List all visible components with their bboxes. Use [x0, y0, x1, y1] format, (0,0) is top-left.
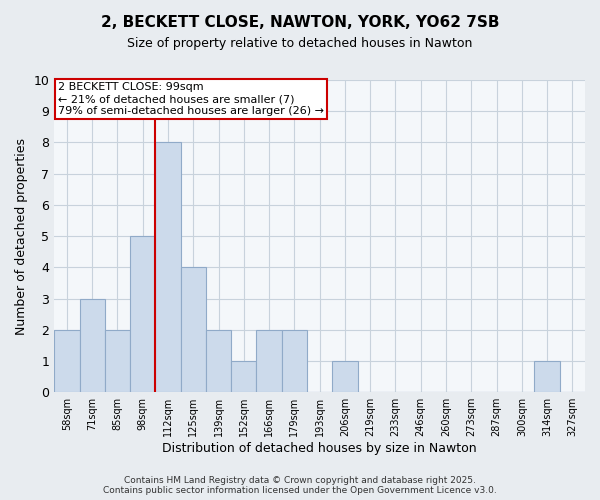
- Bar: [206, 330, 231, 392]
- Bar: [80, 298, 105, 392]
- Bar: [231, 361, 256, 392]
- Bar: [332, 361, 358, 392]
- Bar: [256, 330, 282, 392]
- Bar: [130, 236, 155, 392]
- Bar: [181, 268, 206, 392]
- Text: 2, BECKETT CLOSE, NAWTON, YORK, YO62 7SB: 2, BECKETT CLOSE, NAWTON, YORK, YO62 7SB: [101, 15, 499, 30]
- Bar: [155, 142, 181, 392]
- Bar: [105, 330, 130, 392]
- Bar: [54, 330, 80, 392]
- Bar: [282, 330, 307, 392]
- X-axis label: Distribution of detached houses by size in Nawton: Distribution of detached houses by size …: [163, 442, 477, 455]
- Y-axis label: Number of detached properties: Number of detached properties: [15, 138, 28, 334]
- Text: Contains HM Land Registry data © Crown copyright and database right 2025.
Contai: Contains HM Land Registry data © Crown c…: [103, 476, 497, 495]
- Text: 2 BECKETT CLOSE: 99sqm
← 21% of detached houses are smaller (7)
79% of semi-deta: 2 BECKETT CLOSE: 99sqm ← 21% of detached…: [58, 82, 324, 116]
- Text: Size of property relative to detached houses in Nawton: Size of property relative to detached ho…: [127, 38, 473, 51]
- Bar: [535, 361, 560, 392]
